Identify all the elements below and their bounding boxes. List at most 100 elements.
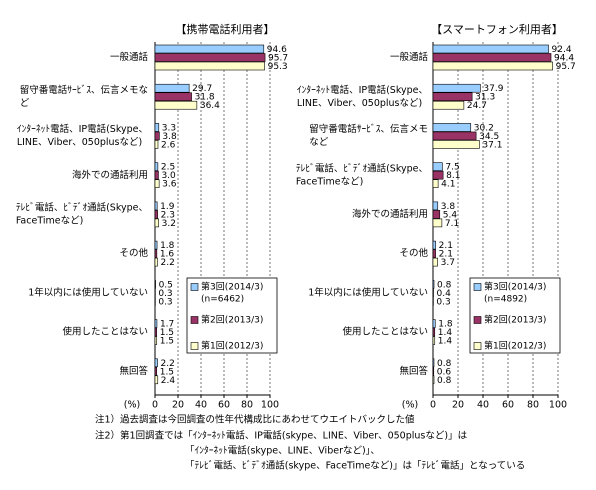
legend-label: 第2回(2013/3) xyxy=(201,314,263,326)
value-label: 3.0 xyxy=(161,171,176,181)
bar xyxy=(432,288,434,298)
x-tick-label: 100 xyxy=(261,400,279,411)
bar xyxy=(154,61,265,71)
bar xyxy=(432,218,443,228)
bar xyxy=(154,249,158,258)
category-label: 1年以内には使用していない xyxy=(28,286,148,298)
x-tick-label: 60 xyxy=(502,400,514,411)
category-label: ﾃﾚﾋﾞ電話、ﾋﾞﾃﾞｵ通話(Skype、 xyxy=(16,202,148,214)
legend-label: 第3回(2014/3) xyxy=(201,281,263,293)
category-label: 使用したことはない xyxy=(342,326,428,338)
bar xyxy=(154,44,265,54)
x-tick-label: 40 xyxy=(195,400,207,411)
legend-swatch xyxy=(190,342,199,350)
value-label: 2.2 xyxy=(161,258,175,268)
bar xyxy=(154,170,159,180)
value-label: 3.8 xyxy=(441,202,456,212)
bar xyxy=(154,280,156,289)
value-label: 29.7 xyxy=(192,84,212,94)
value-label: 92.4 xyxy=(552,45,572,55)
value-label: 3.6 xyxy=(162,180,177,190)
bar xyxy=(154,366,158,376)
category-label: 海外での通話利用 xyxy=(72,169,148,181)
value-label: 4.1 xyxy=(441,180,455,190)
bar xyxy=(432,53,552,62)
bar xyxy=(432,201,439,211)
value-label: 2.1 xyxy=(439,241,453,251)
bar xyxy=(432,140,480,149)
x-tick-label: 20 xyxy=(452,400,464,411)
category-label: ｲﾝﾀｰﾈｯﾄ電話、IP電話(Skype、 xyxy=(17,123,148,135)
note: 注1）過去調査は今回調査の性年代構成比にあわせてウエイトバックした値 xyxy=(95,414,415,426)
value-label: 8.1 xyxy=(446,171,460,181)
category-label: 留守番電話ｻｰﾋﾞｽ、伝言メモな xyxy=(20,84,148,96)
value-label: 7.5 xyxy=(445,163,459,173)
value-label: 0.3 xyxy=(436,297,450,307)
value-label: 2.1 xyxy=(439,250,453,260)
x-tick-label: 0 xyxy=(430,400,436,411)
legend-swatch xyxy=(190,316,199,324)
value-label: 0.5 xyxy=(159,280,173,290)
x-tick-label: 100 xyxy=(549,400,567,411)
legend-swatch xyxy=(473,283,482,291)
bar xyxy=(432,280,435,289)
value-label: 1.6 xyxy=(160,250,175,260)
value-label: 7.1 xyxy=(445,219,459,229)
note: 「ｲﾝﾀｰﾈｯﾄ電話(skype、LINE、Viberなど)」、 xyxy=(185,445,380,457)
value-label: 3.3 xyxy=(162,123,176,133)
value-label: 0.8 xyxy=(437,280,452,290)
legend-note: (n=4892) xyxy=(484,295,527,305)
bar xyxy=(432,327,436,337)
value-label: 1.8 xyxy=(438,320,453,330)
legend-swatch xyxy=(190,283,199,291)
bar xyxy=(432,257,438,267)
value-label: 2.6 xyxy=(161,140,176,150)
bar xyxy=(154,257,158,267)
value-label: 1.5 xyxy=(160,328,174,338)
bar xyxy=(154,210,158,219)
category-label: ど xyxy=(20,98,30,109)
bar xyxy=(154,319,158,328)
value-label: 30.2 xyxy=(474,123,494,133)
category-label: ﾃﾚﾋﾞ電話、ﾋﾞﾃﾞｵ通話(Skype、 xyxy=(296,162,428,174)
axis-label: (%) xyxy=(402,400,418,411)
category-label: 使用したことはない xyxy=(62,326,148,338)
category-label: 無回答 xyxy=(119,365,148,377)
value-label: 36.4 xyxy=(200,101,220,111)
legend-label: 第1回(2012/3) xyxy=(484,340,546,352)
bar xyxy=(154,201,158,211)
bar xyxy=(154,336,158,345)
value-label: 0.3 xyxy=(158,297,172,307)
x-tick-label: 80 xyxy=(527,400,539,411)
bar xyxy=(432,162,443,171)
category-label: 一般通話 xyxy=(110,51,149,63)
value-label: 1.4 xyxy=(438,328,453,338)
bar xyxy=(432,240,436,250)
value-label: 1.7 xyxy=(160,320,174,330)
value-label: 94.4 xyxy=(554,54,574,64)
value-label: 1.8 xyxy=(160,241,175,251)
bar xyxy=(432,210,441,219)
value-label: 2.5 xyxy=(161,163,175,173)
axis-label: (%) xyxy=(124,400,140,411)
x-tick-label: 20 xyxy=(172,400,184,411)
value-label: 2.3 xyxy=(161,210,175,220)
value-label: 95.7 xyxy=(268,54,288,64)
legend-swatch xyxy=(473,342,482,350)
bar xyxy=(154,83,190,93)
legend-swatch xyxy=(473,316,482,324)
bar xyxy=(432,131,477,141)
bar xyxy=(432,44,549,54)
value-label: 3.8 xyxy=(162,132,177,142)
value-label: 37.9 xyxy=(483,84,503,94)
value-label: 95.7 xyxy=(556,62,576,72)
category-label: 海外での通話利用 xyxy=(352,208,428,220)
value-label: 0.3 xyxy=(158,289,172,299)
category-label: その他 xyxy=(399,247,428,259)
category-label: 一般通話 xyxy=(390,51,429,63)
legend-label: 第1回(2012/3) xyxy=(201,340,263,352)
value-label: 2.4 xyxy=(161,376,176,386)
bar xyxy=(154,123,160,132)
category-label: 無回答 xyxy=(399,365,428,377)
